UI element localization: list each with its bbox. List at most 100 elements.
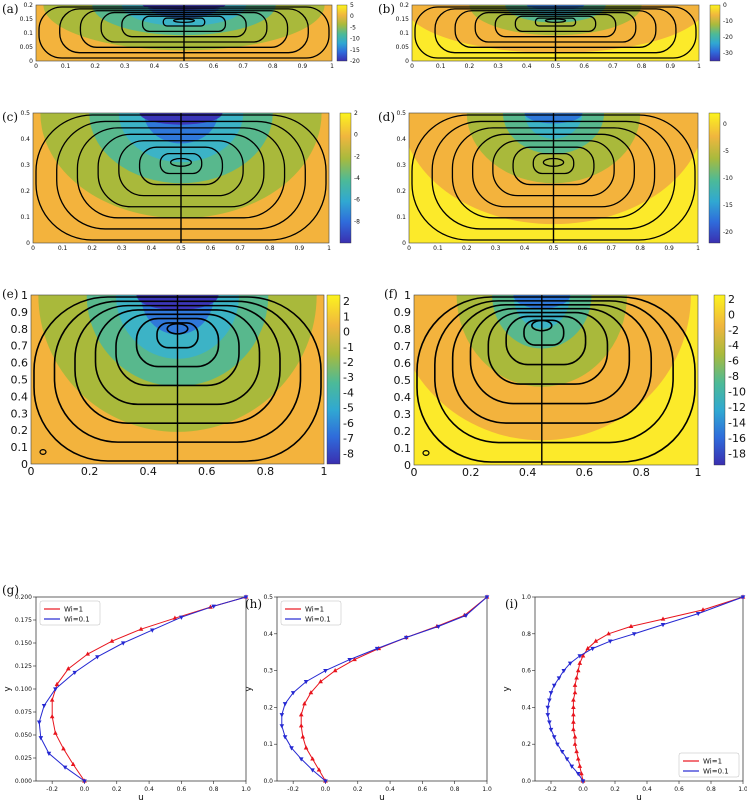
y-tick-label: 0.175 (15, 617, 32, 624)
colorbar-tick-label: -8 (343, 447, 354, 460)
marker-Wi=1 (572, 741, 578, 746)
colorbar-tick-label: -6 (343, 417, 354, 430)
colorbar (326, 294, 341, 465)
marker-Wi=1 (577, 660, 583, 665)
y-tick-label: 0.2 (20, 188, 30, 195)
y-tick-label: 1 (404, 289, 411, 302)
y-tick-label: 0 (26, 240, 30, 247)
profile-panel-0: -0.2 0.0 0.2 0.4 0.6 0.8 1.0 0.000 0.025 0.050 0.0… (3, 594, 251, 800)
colorbar-tick-label: 0 (354, 132, 358, 139)
colorbar-tick-label: -4 (343, 386, 354, 399)
marker-Wi=0.1 (580, 779, 586, 784)
colorbar-tick-label: -10 (350, 36, 360, 43)
marker-Wi=0.1 (279, 724, 285, 729)
marker-Wi=0.1 (374, 646, 380, 652)
y-tick-label: 0 (402, 240, 406, 247)
marker-Wi=1 (572, 690, 578, 695)
marker-Wi=0.1 (631, 632, 637, 637)
y-tick-label: 0.2 (23, 2, 33, 9)
marker-Wi=0.1 (561, 669, 567, 674)
y-tick-label: 0.050 (15, 732, 32, 739)
x-tick-label: 0.2 (610, 786, 620, 793)
x-tick-label: 1 (695, 466, 702, 479)
y-tick-label: 0.5 (396, 110, 406, 117)
x-tick-label: 0.7 (607, 245, 617, 252)
y-tick-label: 0.2 (11, 424, 29, 437)
x-tick-label: 0.7 (608, 63, 618, 70)
series-line-Wi=0.1 (38, 596, 247, 782)
axes-frame (411, 4, 700, 62)
marker-Wi=0.1 (564, 757, 570, 762)
legend-label: Wi=1 (703, 758, 722, 766)
marker-Wi=1 (571, 697, 576, 702)
y-tick-label: 0.05 (20, 44, 34, 51)
x-tick-label: -0.2 (46, 786, 58, 793)
colorbar (709, 4, 721, 62)
marker-Wi=0.1 (548, 727, 554, 733)
y-tick-label: 0.05 (396, 44, 410, 51)
y-tick-label: 0.9 (394, 306, 412, 319)
x-tick-label: 0.8 (209, 786, 219, 793)
y-tick-label: 0 (21, 458, 28, 471)
marker-Wi=0.1 (298, 757, 304, 762)
y-tick-label: 0.6 (394, 357, 412, 370)
x-tick-label: 0.4 (519, 466, 537, 479)
x-tick-label: 0.0 (321, 786, 331, 793)
x-axis-label: u (379, 793, 385, 800)
y-tick-label: 0 (404, 459, 411, 472)
streamline (416, 296, 696, 463)
marker-Wi=0.1 (303, 680, 309, 685)
corner-eddy (422, 450, 430, 457)
legend-label: Wi=0.1 (64, 616, 90, 624)
streamline (469, 307, 631, 405)
marker-Wi=1 (61, 746, 66, 751)
marker-Wi=1 (574, 675, 579, 680)
y-tick-label: 0.4 (20, 136, 30, 143)
marker-Wi=0.1 (551, 735, 557, 740)
x-tick-label: 0.2 (112, 786, 122, 793)
x-tick-label: -0.2 (287, 786, 299, 793)
y-tick-label: 0.1 (23, 30, 33, 37)
y-tick-label: 0.1 (20, 214, 30, 221)
contour-panel-1: 0 0.1 0.2 0.3 0.4 0.5 0.6 0.7 0.8 0.9 1 0 0.05 0.1 0.1… (396, 2, 733, 70)
y-tick-label: 1 (21, 289, 28, 302)
x-tick-label: 0.3 (117, 245, 127, 252)
marker-Wi=0.1 (577, 654, 583, 659)
x-tick-label: 0 (410, 63, 414, 70)
marker-Wi=1 (571, 704, 576, 709)
colorbar-tick-label: -12 (728, 401, 746, 414)
marker-Wi=0.1 (290, 691, 296, 696)
axes-frame (30, 294, 325, 465)
marker-Wi=1 (302, 701, 307, 706)
x-tick-label: 0.8 (450, 786, 460, 793)
x-tick-label: 0.6 (418, 786, 428, 793)
x-tick-label: 0.4 (150, 63, 160, 70)
profile-panels: -0.2 0.0 0.2 0.4 0.6 0.8 1.0 0.000 0.025 0.050 0.0… (3, 594, 747, 800)
x-tick-label: 0.8 (257, 465, 275, 478)
marker-Wi=0.1 (310, 768, 315, 773)
y-axis-label: y (502, 686, 512, 692)
marker-Wi=0.1 (484, 595, 490, 600)
marker-Wi=1 (49, 697, 55, 702)
contour-panel-2: 0 0.1 0.2 0.3 0.4 0.5 0.6 0.7 0.8 0.9 1 0 0.1 0.2 0.3 0… (20, 110, 360, 252)
x-tick-label: 0.3 (491, 245, 501, 252)
marker-Wi=0.1 (289, 746, 294, 751)
y-tick-label: 0.4 (394, 391, 412, 404)
streamline (434, 300, 674, 444)
y-tick-label: 0.7 (394, 340, 412, 353)
y-tick-label: 0.8 (11, 323, 29, 336)
y-tick-label: 0.3 (11, 407, 29, 420)
panel-label-b: (b) (378, 2, 395, 16)
marker-Wi=0.1 (243, 595, 249, 600)
colorbar-tick-label: -18 (728, 447, 746, 460)
axes-frame (35, 4, 333, 62)
x-tick-label: 0.4 (520, 245, 530, 252)
x-tick-label: 0.7 (238, 63, 248, 70)
marker-Wi=1 (628, 623, 634, 629)
x-tick-label: 1 (327, 245, 331, 252)
colorbar-tick-label: 0 (343, 326, 350, 339)
colorbar-tick-label: 2 (728, 293, 735, 306)
x-tick-label: 0 (34, 63, 38, 70)
marker-Wi=1 (585, 645, 591, 651)
x-tick-label: 1 (330, 63, 334, 70)
